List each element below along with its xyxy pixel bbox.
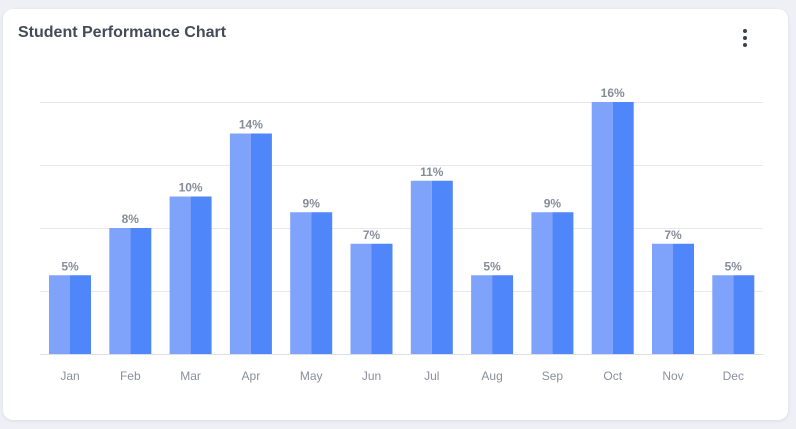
bar[interactable] (49, 275, 91, 354)
bar-value-label: 14% (239, 118, 263, 132)
bar-segment-right (733, 275, 755, 354)
bar[interactable] (471, 275, 514, 354)
bar[interactable] (290, 212, 333, 354)
x-tick-label: Jan (60, 369, 79, 383)
bar-segment-left (712, 275, 734, 354)
bar-segment-right (552, 212, 574, 354)
x-tick-label: Apr (242, 369, 261, 383)
bar-segment-left (410, 180, 432, 354)
bar[interactable] (652, 243, 694, 354)
bar[interactable] (712, 275, 755, 354)
bar-value-label: 9% (544, 196, 562, 210)
x-tick-label: Feb (120, 369, 141, 383)
bar-value-label: 11% (420, 165, 444, 179)
bar-segment-right (612, 102, 634, 354)
bar-value-label: 5% (483, 259, 501, 273)
x-tick-label: Nov (662, 369, 683, 383)
bar-segment-right (431, 180, 453, 354)
bar-segment-right (250, 133, 272, 354)
bar[interactable] (229, 133, 272, 355)
x-tick-label: Jul (424, 369, 439, 383)
bar-segment-left (229, 133, 251, 354)
bar[interactable] (591, 102, 634, 354)
bar-segment-left (591, 102, 613, 354)
bar-segment-right (371, 243, 393, 354)
bar-segment-left (350, 243, 372, 354)
bar-segment-right (70, 275, 91, 354)
more-vertical-icon-dot-2 (743, 36, 747, 40)
bar[interactable] (410, 180, 453, 354)
bar-segment-left (290, 212, 312, 354)
bar[interactable] (350, 243, 393, 354)
chart-title: Student Performance Chart (18, 24, 227, 41)
bar-value-label: 9% (303, 196, 321, 210)
bar-value-label: 5% (725, 259, 743, 273)
bar-value-label: 10% (179, 181, 203, 195)
bar-segment-left (531, 212, 553, 354)
more-options-button[interactable] (733, 25, 757, 51)
x-tick-label: Aug (481, 369, 502, 383)
bar[interactable] (109, 228, 152, 354)
x-tick-label: Sep (542, 369, 564, 383)
bar-value-label: 8% (122, 212, 140, 226)
bar-segment-left (471, 275, 493, 354)
x-tick-label: Dec (723, 369, 744, 383)
bar-segment-right (311, 212, 333, 354)
bar-segment-left (652, 243, 673, 354)
bar-segment-left (49, 275, 70, 354)
x-tick-label: May (300, 369, 323, 383)
bar-segment-left (109, 228, 131, 354)
more-vertical-icon (743, 29, 747, 33)
bar-value-label: 7% (664, 228, 682, 242)
bar-value-label: 7% (363, 228, 381, 242)
x-tick-label: Jun (362, 369, 381, 383)
bar-segment-right (130, 228, 152, 354)
bar-value-label: 16% (601, 86, 625, 100)
x-tick-label: Oct (603, 369, 622, 383)
bar[interactable] (169, 196, 212, 355)
bar-segment-right (492, 275, 514, 354)
bar-segment-right (190, 196, 212, 354)
x-tick-label: Mar (180, 369, 201, 383)
bar-segment-right (673, 243, 694, 354)
bar-segment-left (169, 196, 191, 354)
bar[interactable] (531, 212, 574, 354)
more-vertical-icon-dot-3 (743, 43, 747, 47)
bar-value-label: 5% (61, 259, 79, 273)
